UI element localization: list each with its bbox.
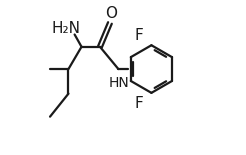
Text: O: O <box>106 6 118 21</box>
Text: F: F <box>134 28 143 43</box>
Text: F: F <box>134 95 143 111</box>
Text: HN: HN <box>109 76 130 90</box>
Text: H₂N: H₂N <box>52 21 81 36</box>
